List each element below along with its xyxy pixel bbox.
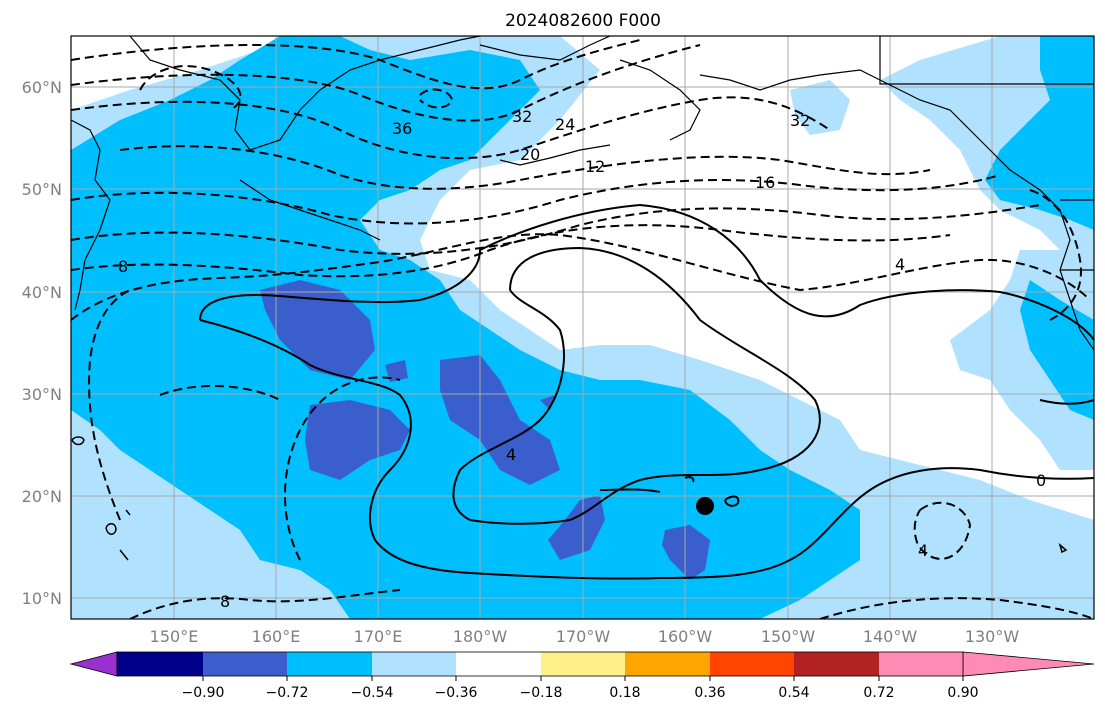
colorbar-tick-label: 0.72 xyxy=(863,685,894,701)
colorbar-swatch xyxy=(117,652,203,676)
map-title: 2024082600 F000 xyxy=(505,11,661,31)
colorbar-swatch xyxy=(372,652,456,676)
contour-labels: 36 32 24 20 12 16 32 4 8 4 0 8 4 xyxy=(118,107,1046,611)
colorbar-tick-label: −0.36 xyxy=(435,685,478,701)
lon-tick-labels: 150°E 160°E 170°E 180°W 170°W 160°W 150°… xyxy=(150,627,1020,646)
lon-tick-label: 160°W xyxy=(658,627,713,646)
lat-tick-label: 50°N xyxy=(22,180,62,199)
map-area: 36 32 24 20 12 16 32 4 8 4 0 8 4 xyxy=(71,36,1094,619)
colorbar-swatch xyxy=(710,652,794,676)
lon-tick-label: 170°W xyxy=(556,627,611,646)
contour-label: 4 xyxy=(895,255,905,274)
lon-tick-label: 150°W xyxy=(761,627,816,646)
colorbar-swatch xyxy=(456,652,541,676)
colorbar-extend-right xyxy=(962,651,1095,677)
colorbar-swatch xyxy=(879,652,963,676)
solid-contours xyxy=(199,203,1094,580)
colorbar-tick-labels: −0.90 −0.72 −0.54 −0.36 −0.18 0.18 0.36 … xyxy=(182,685,979,701)
contour-label: 4 xyxy=(918,541,928,560)
colorbar-tick-label: 0.90 xyxy=(947,685,978,701)
coastlines xyxy=(71,36,1094,351)
map-frame xyxy=(70,35,1095,620)
storm-center-marker xyxy=(696,497,714,515)
colorbar-swatch xyxy=(541,652,625,676)
lon-tick-label: 180°W xyxy=(453,627,508,646)
contour-label: 0 xyxy=(1036,471,1046,490)
contour-label: 36 xyxy=(392,119,412,138)
colorbar-swatch xyxy=(203,652,287,676)
colorbar: −0.90 −0.72 −0.54 −0.36 −0.18 0.18 0.36 … xyxy=(69,651,1095,701)
lon-tick-label: 140°W xyxy=(863,627,918,646)
colorbar-frame xyxy=(116,651,964,677)
contour-label: 12 xyxy=(585,157,605,176)
colorbar-tick-label: 0.18 xyxy=(609,685,640,701)
colorbar-tick-label: 0.54 xyxy=(778,685,809,701)
lat-tick-label: 40°N xyxy=(22,283,62,302)
colorbar-swatch xyxy=(794,652,879,676)
contour-label: 8 xyxy=(118,257,128,276)
lon-tick-label: 170°E xyxy=(354,627,403,646)
contour-label: 32 xyxy=(790,111,810,130)
lat-tick-label: 30°N xyxy=(22,385,62,404)
contour-label: 16 xyxy=(755,173,775,192)
lat-tick-label: 20°N xyxy=(22,487,62,506)
colorbar-ticks xyxy=(202,676,964,681)
contour-label: 4 xyxy=(506,445,516,464)
contour-label: 20 xyxy=(520,145,540,164)
lat-tick-label: 10°N xyxy=(22,589,62,608)
colorbar-tick-label: −0.54 xyxy=(351,685,394,701)
lon-tick-label: 130°W xyxy=(965,627,1020,646)
colorbar-tick-label: −0.72 xyxy=(266,685,309,701)
colorbar-tick-label: −0.90 xyxy=(182,685,225,701)
lat-tick-label: 60°N xyxy=(22,78,62,97)
contour-label: 8 xyxy=(220,592,230,611)
colorbar-swatch xyxy=(625,652,710,676)
colorbar-extend-left xyxy=(69,651,118,677)
colorbar-tick-label: 0.36 xyxy=(694,685,725,701)
contour-label: 24 xyxy=(555,115,575,134)
colorbar-swatch xyxy=(287,652,372,676)
lon-tick-label: 150°E xyxy=(150,627,199,646)
dashed-contours xyxy=(71,39,1094,619)
lon-tick-label: 160°E xyxy=(252,627,301,646)
islands xyxy=(71,436,1068,561)
lat-tick-labels: 60°N 50°N 40°N 30°N 20°N 10°N xyxy=(22,78,62,608)
colorbar-tick-label: −0.18 xyxy=(520,685,563,701)
shading-royal-blue xyxy=(260,280,710,580)
contour-label: 32 xyxy=(512,107,532,126)
